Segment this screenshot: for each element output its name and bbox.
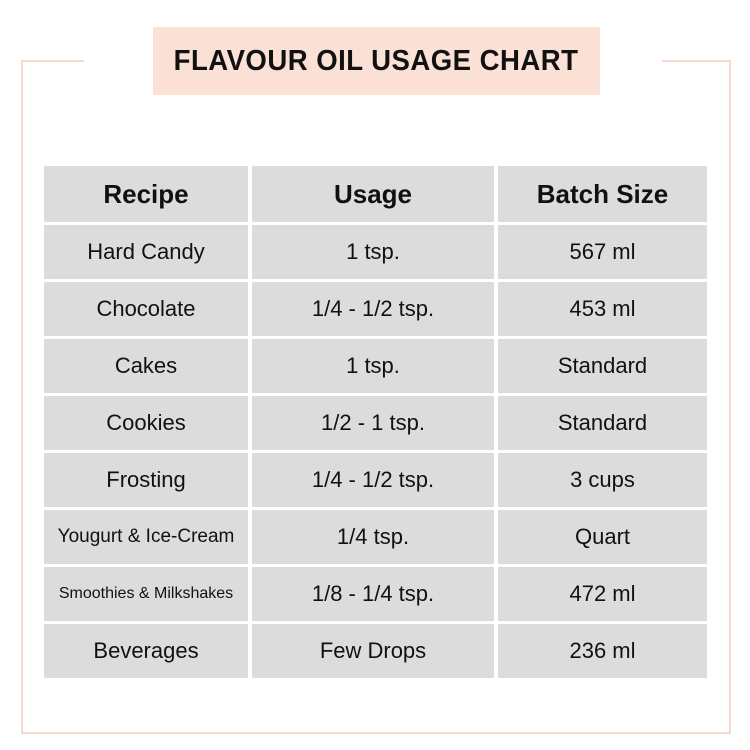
column-header: Usage	[252, 166, 494, 222]
recipe-cell: Chocolate	[44, 282, 248, 336]
page-title: FLAVOUR OIL USAGE CHART	[174, 44, 579, 77]
usage-cell: 1/2 - 1 tsp.	[252, 396, 494, 450]
batch-size-cell: 236 ml	[498, 624, 707, 678]
usage-cell: 1/4 - 1/2 tsp.	[252, 453, 494, 507]
batch-size-cell: 3 cups	[498, 453, 707, 507]
recipe-cell: Yougurt & Ice-Cream	[44, 510, 248, 564]
column-header: Recipe	[44, 166, 248, 222]
usage-cell: 1/8 - 1/4 tsp.	[252, 567, 494, 621]
batch-size-cell: Standard	[498, 396, 707, 450]
usage-cell: 1 tsp.	[252, 225, 494, 279]
usage-cell: 1 tsp.	[252, 339, 494, 393]
recipe-cell: Beverages	[44, 624, 248, 678]
frame-top-right	[662, 60, 731, 62]
title-banner: FLAVOUR OIL USAGE CHART	[153, 27, 600, 95]
batch-size-cell: Quart	[498, 510, 707, 564]
batch-size-cell: 567 ml	[498, 225, 707, 279]
usage-cell: Few Drops	[252, 624, 494, 678]
usage-table: Recipe Usage Batch Size Hard Candy 1 tsp. 567…	[44, 166, 707, 678]
recipe-cell: Hard Candy	[44, 225, 248, 279]
batch-size-cell: Standard	[498, 339, 707, 393]
frame-bottom	[21, 732, 731, 734]
usage-cell: 1/4 tsp.	[252, 510, 494, 564]
frame-top-left	[21, 60, 84, 62]
frame-left	[21, 60, 23, 734]
recipe-cell: Cakes	[44, 339, 248, 393]
recipe-cell: Smoothies & Milkshakes	[44, 567, 248, 621]
batch-size-cell: 453 ml	[498, 282, 707, 336]
column-header: Batch Size	[498, 166, 707, 222]
batch-size-cell: 472 ml	[498, 567, 707, 621]
usage-cell: 1/4 - 1/2 tsp.	[252, 282, 494, 336]
recipe-cell: Frosting	[44, 453, 248, 507]
recipe-cell: Cookies	[44, 396, 248, 450]
frame-right	[729, 60, 731, 734]
